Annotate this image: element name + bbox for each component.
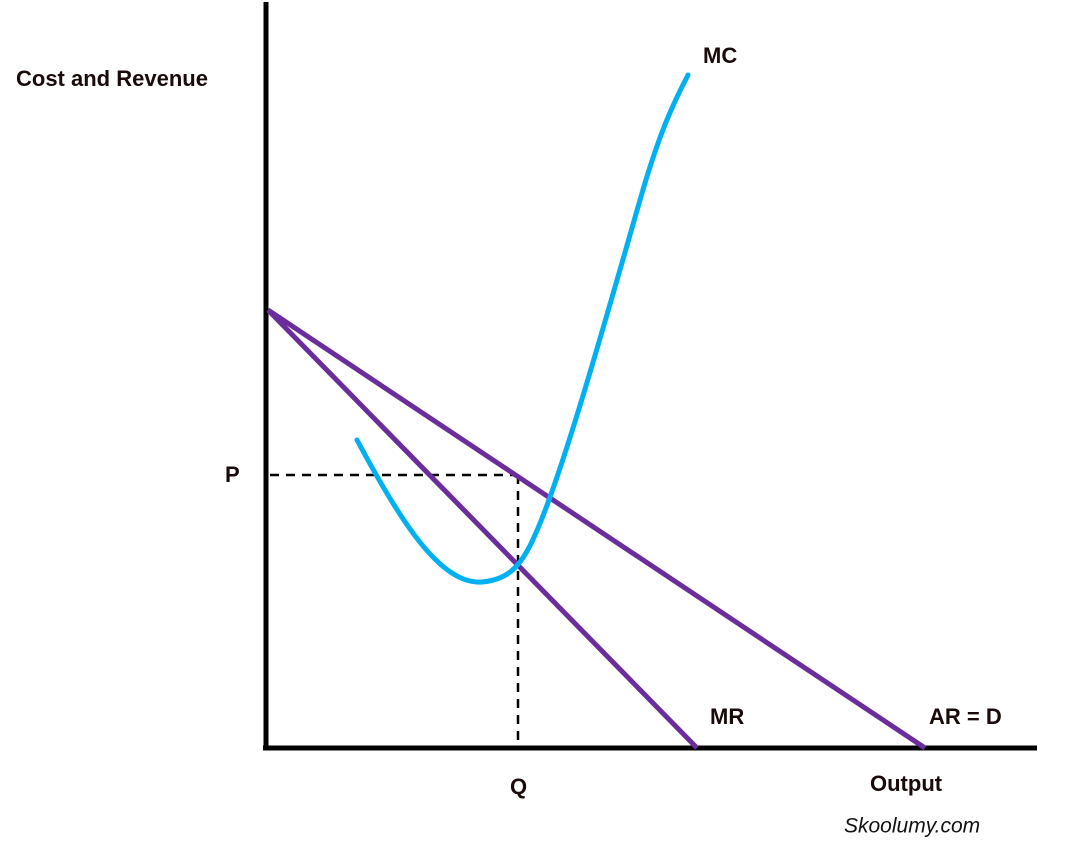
mc-curve bbox=[354, 72, 691, 585]
watermark: Skoolumy.com bbox=[844, 815, 980, 838]
ar-line bbox=[266, 307, 927, 751]
x-axis-label: Output bbox=[870, 771, 943, 796]
mc-label: MC bbox=[703, 43, 737, 68]
quantity-label: Q bbox=[510, 774, 527, 799]
price-label: P bbox=[225, 462, 240, 487]
ar-label: AR = D bbox=[929, 704, 1002, 729]
mr-label: MR bbox=[710, 704, 744, 729]
mr-line bbox=[266, 308, 699, 750]
y-axis-label: Cost and Revenue bbox=[16, 66, 208, 91]
